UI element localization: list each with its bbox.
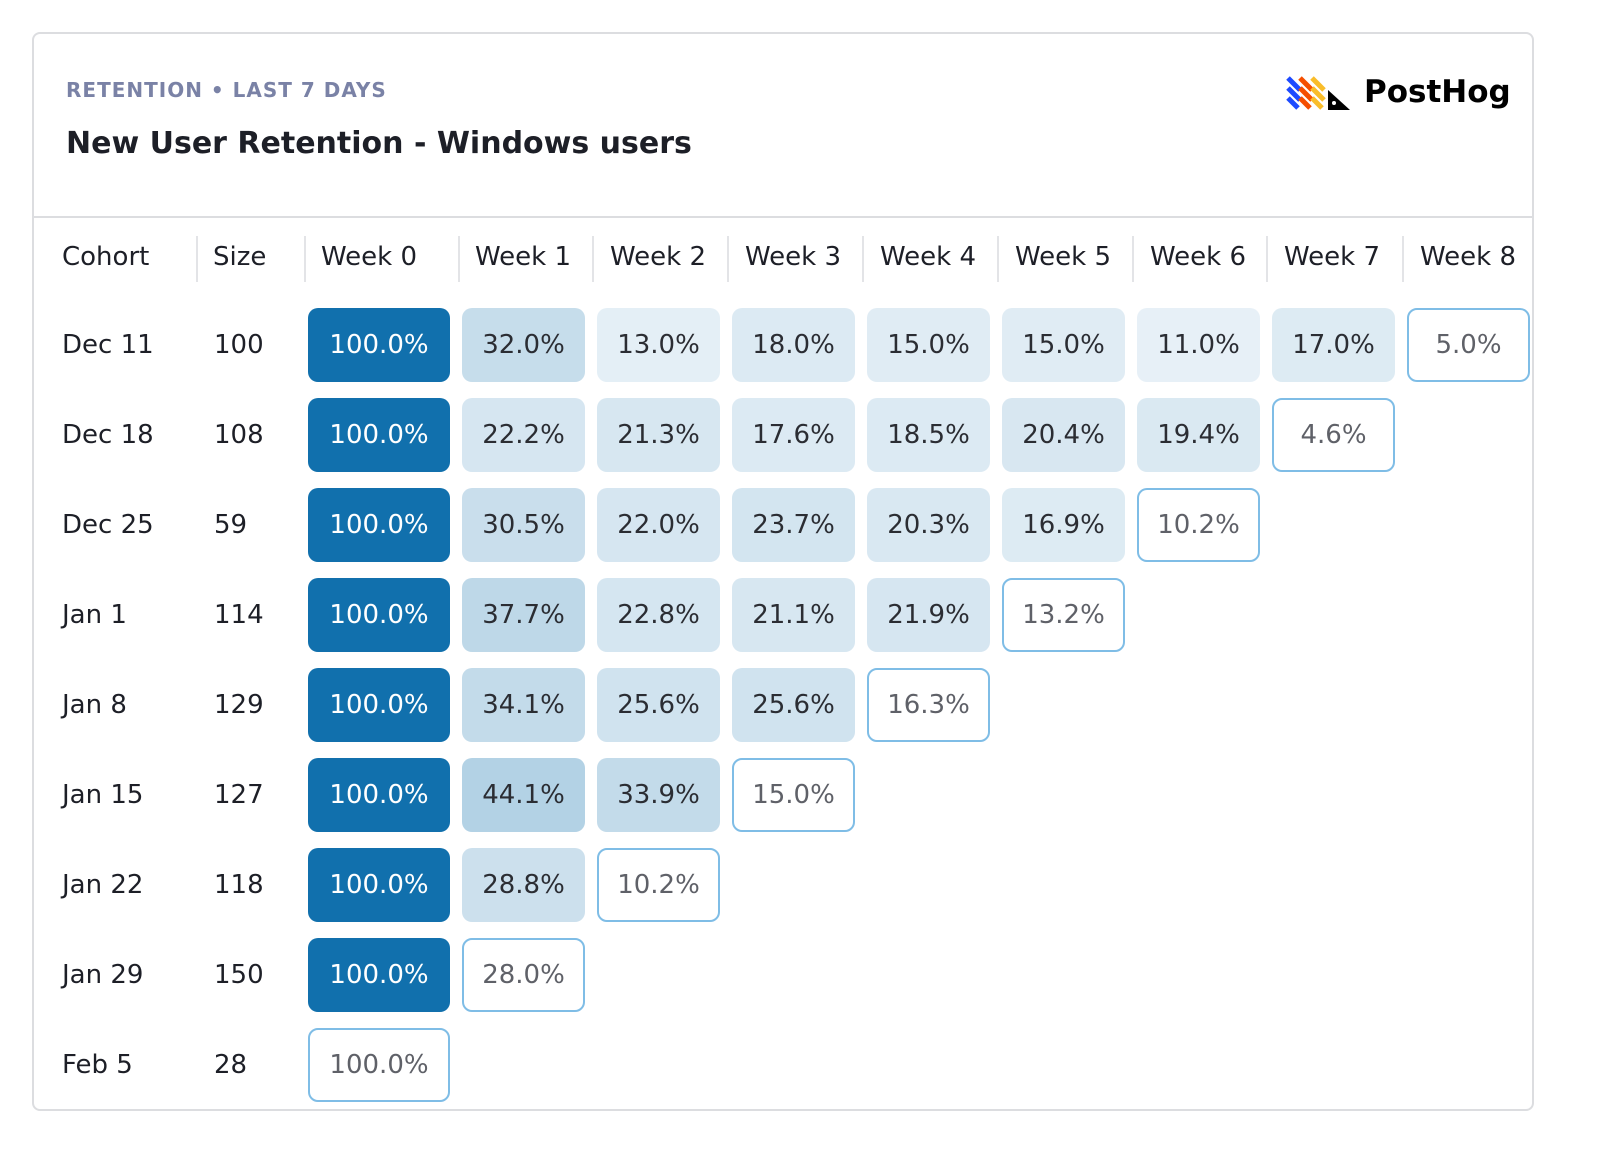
retention-cell[interactable]: 25.6% — [732, 668, 855, 742]
retention-cell[interactable]: 22.0% — [597, 488, 720, 562]
cohort-size: 129 — [214, 690, 264, 720]
column-header: Week 6 — [1150, 242, 1247, 272]
retention-cell[interactable]: 11.0% — [1137, 308, 1260, 382]
cohort-size: 150 — [214, 960, 264, 990]
retention-cell[interactable]: 32.0% — [462, 308, 585, 382]
retention-cell[interactable]: 100.0% — [308, 398, 450, 472]
retention-cell[interactable]: 23.7% — [732, 488, 855, 562]
cohort-label: Dec 18 — [62, 420, 154, 450]
retention-cell[interactable]: 21.1% — [732, 578, 855, 652]
cohort-size: 108 — [214, 420, 264, 450]
cohort-label: Dec 11 — [62, 330, 154, 360]
retention-cell[interactable]: 28.8% — [462, 848, 585, 922]
retention-cell[interactable]: 21.3% — [597, 398, 720, 472]
cohort-size: 118 — [214, 870, 264, 900]
column-separator — [458, 236, 460, 282]
retention-cell[interactable]: 4.6% — [1272, 398, 1395, 472]
retention-cell[interactable]: 18.5% — [867, 398, 990, 472]
column-header: Week 2 — [610, 242, 707, 272]
column-separator — [727, 236, 729, 282]
cohort-size: 59 — [214, 510, 248, 540]
cohort-label: Jan 1 — [62, 600, 127, 630]
column-header: Week 7 — [1284, 242, 1381, 272]
retention-cell[interactable]: 100.0% — [308, 578, 450, 652]
retention-cell[interactable]: 20.3% — [867, 488, 990, 562]
column-header: Cohort — [62, 242, 150, 272]
posthog-logo: PostHog — [1286, 74, 1511, 110]
column-header: Week 1 — [475, 242, 572, 272]
retention-cell[interactable]: 10.2% — [597, 848, 720, 922]
insight-title: New User Retention - Windows users — [66, 126, 692, 161]
cohort-size: 114 — [214, 600, 264, 630]
retention-cell[interactable]: 28.0% — [462, 938, 585, 1012]
retention-cell[interactable]: 100.0% — [308, 848, 450, 922]
column-header: Week 4 — [880, 242, 977, 272]
retention-cell[interactable]: 33.9% — [597, 758, 720, 832]
retention-cell[interactable]: 100.0% — [308, 308, 450, 382]
column-header: Week 5 — [1015, 242, 1112, 272]
column-separator — [304, 236, 306, 282]
retention-cell[interactable]: 19.4% — [1137, 398, 1260, 472]
retention-cell[interactable]: 22.2% — [462, 398, 585, 472]
retention-cell[interactable]: 100.0% — [308, 1028, 450, 1102]
column-separator — [997, 236, 999, 282]
retention-cell[interactable]: 10.2% — [1137, 488, 1260, 562]
retention-cell[interactable]: 100.0% — [308, 758, 450, 832]
retention-cell[interactable]: 22.8% — [597, 578, 720, 652]
retention-cell[interactable]: 5.0% — [1407, 308, 1530, 382]
cohort-label: Dec 25 — [62, 510, 154, 540]
retention-cell[interactable]: 25.6% — [597, 668, 720, 742]
retention-cell[interactable]: 30.5% — [462, 488, 585, 562]
retention-cell[interactable]: 20.4% — [1002, 398, 1125, 472]
retention-cell[interactable]: 18.0% — [732, 308, 855, 382]
cohort-label: Jan 29 — [62, 960, 144, 990]
retention-cell[interactable]: 100.0% — [308, 938, 450, 1012]
retention-cell[interactable]: 21.9% — [867, 578, 990, 652]
retention-cell[interactable]: 17.0% — [1272, 308, 1395, 382]
column-separator — [592, 236, 594, 282]
retention-card: RETENTION • LAST 7 DAYS New User Retenti… — [32, 32, 1534, 1111]
retention-cell[interactable]: 100.0% — [308, 488, 450, 562]
retention-cell[interactable]: 15.0% — [732, 758, 855, 832]
column-separator — [196, 236, 198, 282]
cohort-label: Jan 22 — [62, 870, 144, 900]
cohort-label: Jan 8 — [62, 690, 127, 720]
retention-cell[interactable]: 16.3% — [867, 668, 990, 742]
retention-cell[interactable]: 100.0% — [308, 668, 450, 742]
column-separator — [1266, 236, 1268, 282]
retention-cell[interactable]: 16.9% — [1002, 488, 1125, 562]
column-separator — [1402, 236, 1404, 282]
header-divider — [34, 216, 1532, 218]
retention-cell[interactable]: 37.7% — [462, 578, 585, 652]
subtitle: RETENTION • LAST 7 DAYS — [66, 78, 387, 102]
retention-cell[interactable]: 13.2% — [1002, 578, 1125, 652]
column-header: Week 0 — [321, 242, 418, 272]
retention-cell[interactable]: 15.0% — [867, 308, 990, 382]
cohort-label: Jan 15 — [62, 780, 144, 810]
column-header: Size — [213, 242, 267, 272]
cohort-size: 28 — [214, 1050, 248, 1080]
retention-cell[interactable]: 44.1% — [462, 758, 585, 832]
logo-text: PostHog — [1364, 74, 1511, 110]
retention-cell[interactable]: 17.6% — [732, 398, 855, 472]
retention-cell[interactable]: 15.0% — [1002, 308, 1125, 382]
column-header: Week 8 — [1420, 242, 1517, 272]
retention-cell[interactable]: 34.1% — [462, 668, 585, 742]
column-separator — [862, 236, 864, 282]
column-separator — [1132, 236, 1134, 282]
cohort-size: 127 — [214, 780, 264, 810]
cohort-label: Feb 5 — [62, 1050, 133, 1080]
cohort-size: 100 — [214, 330, 264, 360]
posthog-hedgehog-icon — [1286, 76, 1350, 110]
retention-cell[interactable]: 13.0% — [597, 308, 720, 382]
column-header: Week 3 — [745, 242, 842, 272]
